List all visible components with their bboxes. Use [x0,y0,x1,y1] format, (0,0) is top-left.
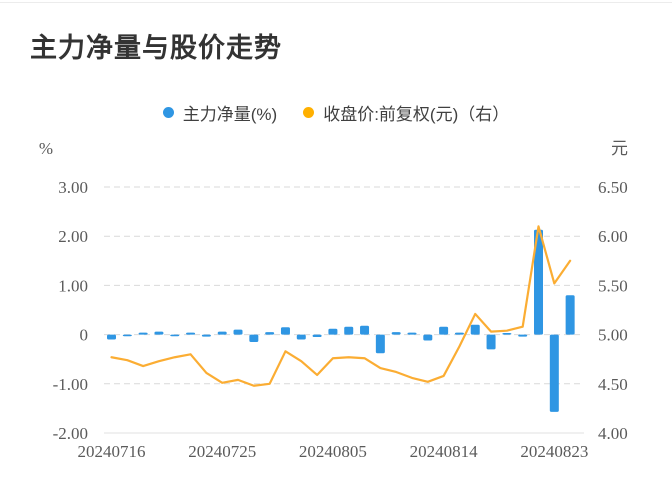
net-volume-bar [122,334,132,337]
right-axis-tick-label: 6.50 [598,178,628,197]
net-volume-bar [454,332,464,335]
net-volume-bar [534,229,544,335]
net-volume-bar [391,332,401,335]
right-axis-tick-label: 6.00 [598,227,628,246]
net-volume-bar [565,295,575,335]
left-axis-tick-label: 1.00 [58,276,88,295]
top-divider [0,2,672,3]
net-volume-bar [154,331,164,335]
chart-title: 主力净量与股价走势 [30,33,282,63]
net-volume-bar [344,326,354,335]
net-volume-bar [312,334,322,338]
left-axis-tick-label: -1.00 [53,375,88,394]
net-volume-bar [233,329,243,335]
net-volume-bar [328,328,338,335]
legend-item-main-net-volume[interactable]: 主力净量(%) [162,100,278,125]
left-axis-tick-label: 0 [80,326,89,345]
net-volume-bar [375,334,385,354]
net-volume-bar [360,325,370,335]
right-axis-unit-label: 元 [611,139,628,158]
right-axis-tick-label: 4.00 [598,424,628,443]
left-axis-tick-label: 3.00 [58,178,88,197]
net-volume-bar [407,332,417,335]
net-volume-bar [502,333,512,335]
left-axis-tick-label: 2.00 [58,227,88,246]
close-price-line [110,225,572,387]
net-volume-bar [249,334,259,342]
x-axis-tick-label: 20240805 [299,442,367,461]
net-volume-bar [201,334,211,337]
net-volume-bar [549,334,559,412]
net-volume-bar [280,327,290,335]
x-axis-tick-label: 20240823 [520,442,588,461]
x-axis-tick-label: 20240716 [78,442,146,461]
legend-dot-close-price-icon [303,107,315,118]
net-volume-bar [470,324,480,335]
legend: 主力净量(%) 收盘价:前复权(元)（右） [0,100,672,125]
net-volume-bar [423,334,433,341]
right-axis-tick-label: 5.00 [598,326,628,345]
legend-dot-net-volume-icon [162,107,174,118]
legend-item-close-price[interactable]: 收盘价:前复权(元)（右） [303,100,509,125]
net-volume-bar [439,326,449,335]
net-volume-bar [107,334,116,340]
net-volume-bar [265,332,275,335]
net-volume-bar [217,331,227,335]
legend-label-net-volume: 主力净量(%) [182,105,278,124]
net-volume-bar [296,334,306,340]
net-volume-bar [518,334,528,337]
left-axis-tick-label: -2.00 [53,424,88,443]
right-axis-tick-label: 5.50 [598,276,628,295]
net-volume-bar [170,334,180,337]
x-axis-tick-label: 20240725 [188,442,256,461]
legend-label-close-price: 收盘价:前复权(元)（右） [323,105,510,124]
net-volume-bar [486,334,496,350]
x-axis-tick-label: 20240814 [410,442,479,461]
net-volume-bar [186,332,196,335]
net-volume-bar [138,332,148,335]
right-axis-tick-label: 4.50 [598,375,628,394]
left-axis-unit-label: % [39,139,53,158]
